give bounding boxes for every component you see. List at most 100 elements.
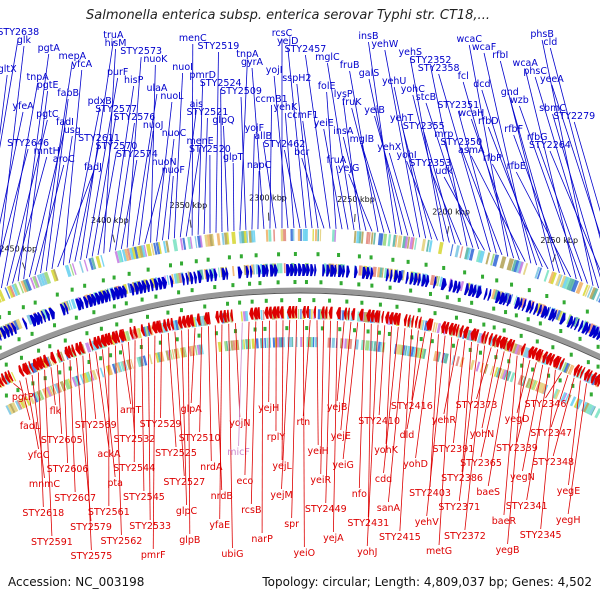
forward-gene-leader — [534, 76, 599, 289]
cog-feature — [141, 245, 146, 258]
forward-gene-label: insA — [333, 126, 354, 137]
cog-feature — [537, 382, 544, 393]
small-feature-marker — [70, 287, 74, 292]
forward-gene-arrow — [10, 322, 17, 335]
reverse-gene-arrow — [488, 333, 494, 345]
cog-feature — [16, 399, 23, 410]
cog-feature — [564, 277, 572, 290]
reverse-gene-label: rtn — [296, 417, 310, 428]
cog-feature — [394, 235, 398, 248]
reverse-gene-arrow — [18, 365, 25, 377]
cog-feature — [18, 398, 26, 409]
small-feature-marker — [83, 283, 87, 288]
cog-feature — [184, 347, 187, 358]
forward-gene-arrow — [330, 264, 336, 277]
forward-gene-label: pgtE — [37, 80, 59, 91]
cog-feature — [569, 365, 575, 376]
forward-gene-arrow — [475, 285, 482, 299]
reverse-gene-leader — [235, 323, 241, 418]
forward-gene-label: lysP — [334, 89, 353, 100]
reverse-gene-arrow — [118, 329, 125, 342]
cog-feature — [414, 237, 418, 250]
reverse-gene-leader — [332, 321, 338, 533]
cog-feature — [557, 274, 563, 287]
cog-feature — [91, 340, 97, 351]
cog-feature — [236, 339, 240, 350]
reverse-gene-arrow — [455, 324, 460, 337]
reverse-gene-arrow — [207, 311, 211, 325]
reverse-gene-leader — [238, 322, 243, 447]
reverse-gene-label: STY2533 — [129, 521, 171, 532]
forward-gene-leader — [185, 146, 201, 237]
forward-gene-arrow — [205, 269, 210, 283]
forward-gene-arrow — [189, 272, 194, 285]
cog-feature — [226, 232, 230, 245]
forward-gene-arrow — [75, 298, 82, 311]
cog-feature — [591, 288, 599, 301]
cog-feature — [475, 361, 481, 372]
cog-feature — [499, 368, 506, 380]
cog-feature — [138, 245, 145, 258]
small-feature-marker — [395, 304, 399, 309]
reverse-gene-leader — [25, 377, 39, 450]
forward-gene-arrow — [286, 264, 291, 277]
small-feature-marker — [4, 393, 8, 398]
forward-gene-leader — [481, 89, 537, 266]
reverse-gene-leader — [526, 367, 550, 501]
forward-gene-leader — [12, 156, 48, 284]
reverse-gene-arrow — [499, 336, 506, 349]
forward-gene-leader — [443, 176, 485, 251]
reverse-gene-arrow — [226, 309, 230, 322]
reverse-gene-leader — [160, 334, 162, 419]
reverse-gene-leader — [95, 351, 110, 449]
forward-gene-leader — [401, 123, 433, 240]
forward-gene-labels: STY2638 gltX yfeA STY2646 glk tnpA pgtC mntH pgt… — [0, 27, 600, 289]
forward-gene-leader — [51, 135, 73, 269]
reverse-gene-arrow — [324, 306, 328, 319]
cog-feature — [377, 341, 381, 352]
forward-gene-arrow — [261, 264, 267, 277]
forward-gene-label: mepA — [58, 51, 86, 62]
forward-gene-leader — [80, 40, 114, 260]
cog-feature — [73, 375, 80, 387]
forward-gene-leader — [425, 102, 474, 248]
forward-gene-leader — [45, 98, 69, 271]
cog-feature — [564, 393, 570, 404]
cog-feature — [148, 354, 153, 365]
forward-gene-label: fruB — [340, 60, 360, 71]
cog-feature — [379, 341, 383, 353]
reverse-gene-label: STY2365 — [460, 458, 502, 469]
forward-gene-leader — [68, 106, 101, 264]
cog-feature — [416, 347, 421, 358]
cog-feature — [221, 232, 225, 245]
forward-gene-arrow — [494, 291, 501, 304]
small-feature-marker — [74, 315, 78, 320]
forward-gene-arrow — [393, 270, 399, 283]
cog-feature — [469, 359, 475, 371]
cog-feature — [259, 338, 263, 349]
small-feature-marker — [253, 327, 257, 332]
forward-gene-arrow — [3, 325, 10, 338]
reverse-gene-label: STY2346 — [525, 399, 567, 410]
small-feature-marker — [353, 328, 357, 333]
cog-feature — [95, 255, 102, 269]
reverse-gene-arrow — [385, 311, 390, 324]
small-feature-marker — [16, 388, 20, 393]
small-feature-marker — [63, 338, 67, 343]
small-feature-marker — [586, 360, 590, 365]
cog-feature — [165, 350, 170, 361]
forward-gene-leader — [524, 68, 577, 280]
forward-gene-leader — [240, 96, 247, 230]
cog-feature — [478, 250, 485, 264]
forward-gene-label: ulaA — [146, 83, 167, 94]
reverse-gene-label: yeiR — [310, 475, 331, 486]
forward-gene-arrow — [40, 310, 47, 323]
forward-gene-label: wcaA — [513, 58, 539, 69]
cog-feature — [341, 310, 345, 321]
reverse-gene-arrow — [555, 356, 562, 369]
forward-gene-leader — [91, 114, 117, 257]
reverse-gene-arrow — [313, 306, 317, 319]
forward-gene-arrow — [467, 284, 474, 297]
forward-gene-leader — [0, 111, 24, 225]
